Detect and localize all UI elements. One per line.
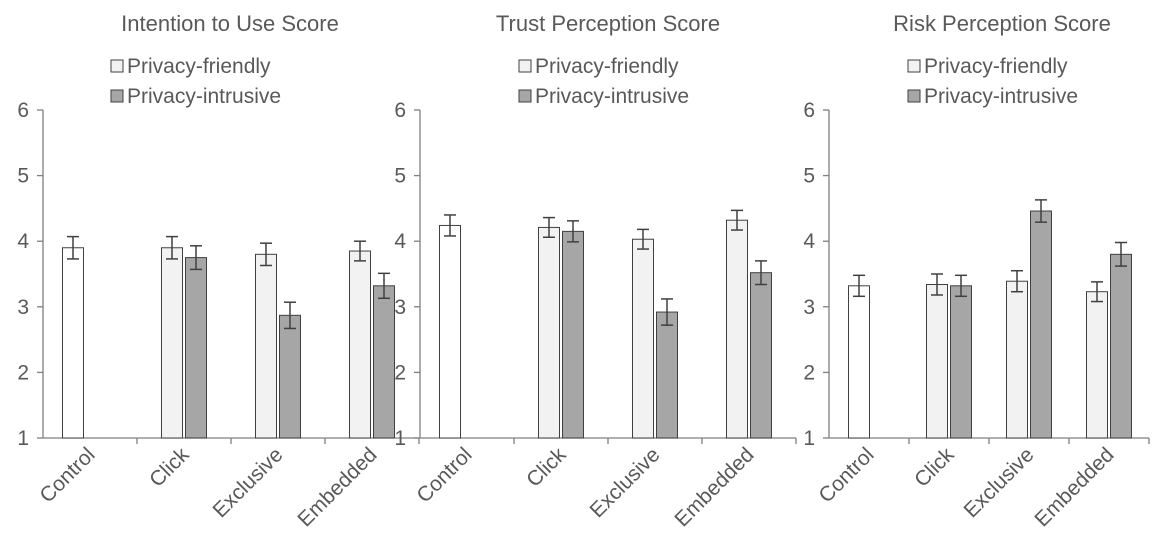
bar-privacy-friendly-embedded — [726, 219, 748, 439]
x-category-label: Control — [412, 443, 476, 507]
x-category-label: Exclusive — [586, 443, 665, 522]
legend-label-privacy-friendly: Privacy-friendly — [535, 55, 679, 78]
y-tick-label: 6 — [803, 99, 815, 122]
legend-label-privacy-friendly: Privacy-friendly — [127, 55, 271, 78]
y-tick-label: 3 — [394, 296, 406, 319]
y-tick-label: 1 — [803, 427, 815, 450]
x-category-label: Exclusive — [960, 443, 1039, 522]
legend-label-privacy-intrusive: Privacy-intrusive — [924, 85, 1078, 108]
legend-swatch-privacy-friendly — [907, 59, 921, 73]
chart-panel-1: Intention to Use Score Privacy-friendly Pr… — [17, 11, 420, 531]
legend-label-privacy-intrusive: Privacy-intrusive — [127, 85, 281, 108]
x-category-label: Embedded — [1030, 443, 1118, 531]
bar-control — [439, 224, 461, 439]
chart-title: Trust Perception Score — [496, 11, 720, 36]
bar-control — [848, 285, 870, 439]
bar-privacy-intrusive-exclusive — [656, 311, 678, 439]
legend-swatch-privacy-intrusive — [907, 89, 921, 103]
bar-privacy-intrusive-embedded — [750, 272, 772, 439]
bar-privacy-intrusive-click — [562, 230, 584, 439]
bar-privacy-friendly-exclusive — [255, 253, 277, 439]
bar-privacy-intrusive-embedded — [373, 285, 395, 439]
x-category-label: Click — [522, 443, 571, 492]
y-tick-label: 3 — [803, 296, 815, 319]
bar-privacy-friendly-embedded — [349, 250, 371, 439]
bar-privacy-friendly-exclusive — [632, 238, 654, 439]
y-tick-label: 6 — [394, 99, 406, 122]
legend-label-privacy-friendly: Privacy-friendly — [924, 55, 1068, 78]
y-tick-label: 4 — [394, 230, 406, 253]
y-tick-label: 2 — [803, 361, 815, 384]
x-category-label: Embedded — [293, 443, 381, 531]
y-tick-label: 3 — [17, 296, 29, 319]
bar-privacy-intrusive-exclusive — [1030, 210, 1052, 439]
chart-panel-3: Risk Perception Score Privacy-friendly Pri… — [803, 11, 1150, 531]
bar-privacy-intrusive-click — [185, 257, 207, 439]
legend-label-privacy-intrusive: Privacy-intrusive — [535, 85, 689, 108]
y-tick-label: 2 — [17, 361, 29, 384]
y-tick-label: 2 — [394, 361, 406, 384]
y-tick-label: 5 — [803, 165, 815, 188]
bar-privacy-friendly-embedded — [1086, 291, 1108, 439]
y-tick-label: 1 — [394, 427, 406, 450]
chart-title: Risk Perception Score — [893, 11, 1111, 36]
bar-privacy-intrusive-click — [950, 285, 972, 439]
y-tick-label: 1 — [17, 427, 29, 450]
x-category-label: Click — [145, 443, 194, 492]
bar-privacy-friendly-click — [538, 226, 560, 439]
bar-privacy-friendly-click — [926, 283, 948, 439]
chart-panel-2: Trust Perception Score Privacy-friendly Pr… — [394, 11, 797, 531]
legend-swatch-privacy-intrusive — [110, 89, 124, 103]
legend-swatch-privacy-intrusive — [518, 89, 532, 103]
x-category-label: Click — [910, 443, 959, 492]
chart-title: Intention to Use Score — [121, 11, 339, 36]
bar-privacy-intrusive-embedded — [1110, 253, 1132, 439]
bar-privacy-friendly-exclusive — [1006, 280, 1028, 439]
y-tick-label: 5 — [394, 165, 406, 188]
legend-swatch-privacy-friendly — [518, 59, 532, 73]
x-category-label: Embedded — [670, 443, 758, 531]
x-category-label: Control — [814, 443, 878, 507]
bar-privacy-intrusive-exclusive — [279, 314, 301, 439]
x-category-label: Control — [35, 443, 99, 507]
bar-privacy-friendly-click — [161, 247, 183, 439]
y-tick-label: 6 — [17, 99, 29, 122]
x-category-label: Exclusive — [209, 443, 288, 522]
y-tick-label: 4 — [803, 230, 815, 253]
legend-swatch-privacy-friendly — [110, 59, 124, 73]
bar-control — [62, 247, 84, 439]
y-tick-label: 5 — [17, 165, 29, 188]
y-tick-label: 4 — [17, 230, 29, 253]
